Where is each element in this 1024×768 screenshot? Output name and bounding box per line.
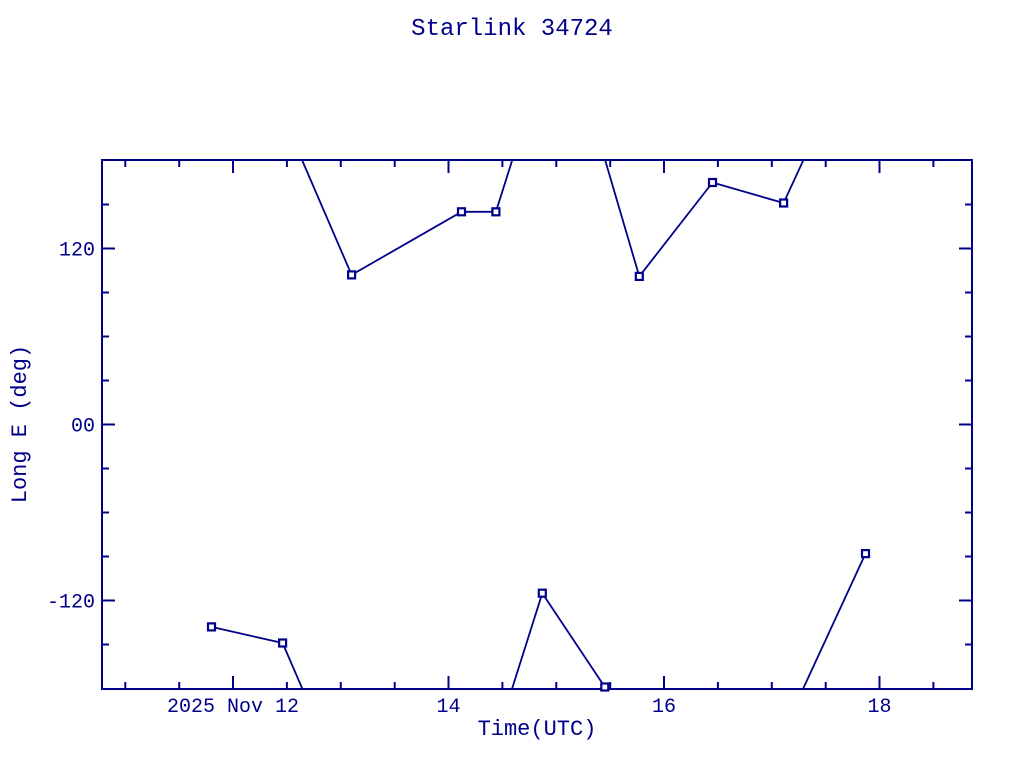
chart-title: Starlink 34724 [411, 16, 613, 43]
data-point [860, 548, 871, 559]
x-tick-label: 18 [868, 696, 892, 719]
y-tick-label: 00 [71, 416, 95, 439]
x-tick-label: 16 [652, 696, 676, 719]
y-tick-label: -120 [47, 592, 95, 615]
data-point [634, 271, 644, 281]
data-line [638, 181, 714, 277]
data-line [782, 160, 805, 204]
data-point [778, 198, 789, 208]
data-line [495, 160, 514, 213]
data-line [712, 181, 784, 204]
x-tick-label: 14 [437, 696, 461, 719]
data-line [211, 626, 283, 644]
data-line [801, 553, 867, 689]
y-tick-label: 120 [59, 240, 95, 263]
data-line [541, 592, 606, 688]
data-line [281, 642, 304, 689]
x-axis-title: Time(UTC) [477, 717, 597, 742]
data-point [206, 622, 217, 632]
data-line [351, 211, 462, 276]
x-tick-label: 2025 Nov 12 [167, 696, 299, 719]
data-point [347, 270, 357, 280]
data-point [456, 207, 467, 217]
data-point [707, 177, 718, 188]
data-point [491, 207, 501, 217]
data-line [301, 160, 353, 276]
data-line [511, 592, 544, 689]
data-line [604, 160, 641, 277]
data-line [603, 686, 607, 689]
data-point [600, 682, 610, 692]
data-point [537, 588, 547, 598]
data-point [278, 638, 288, 648]
